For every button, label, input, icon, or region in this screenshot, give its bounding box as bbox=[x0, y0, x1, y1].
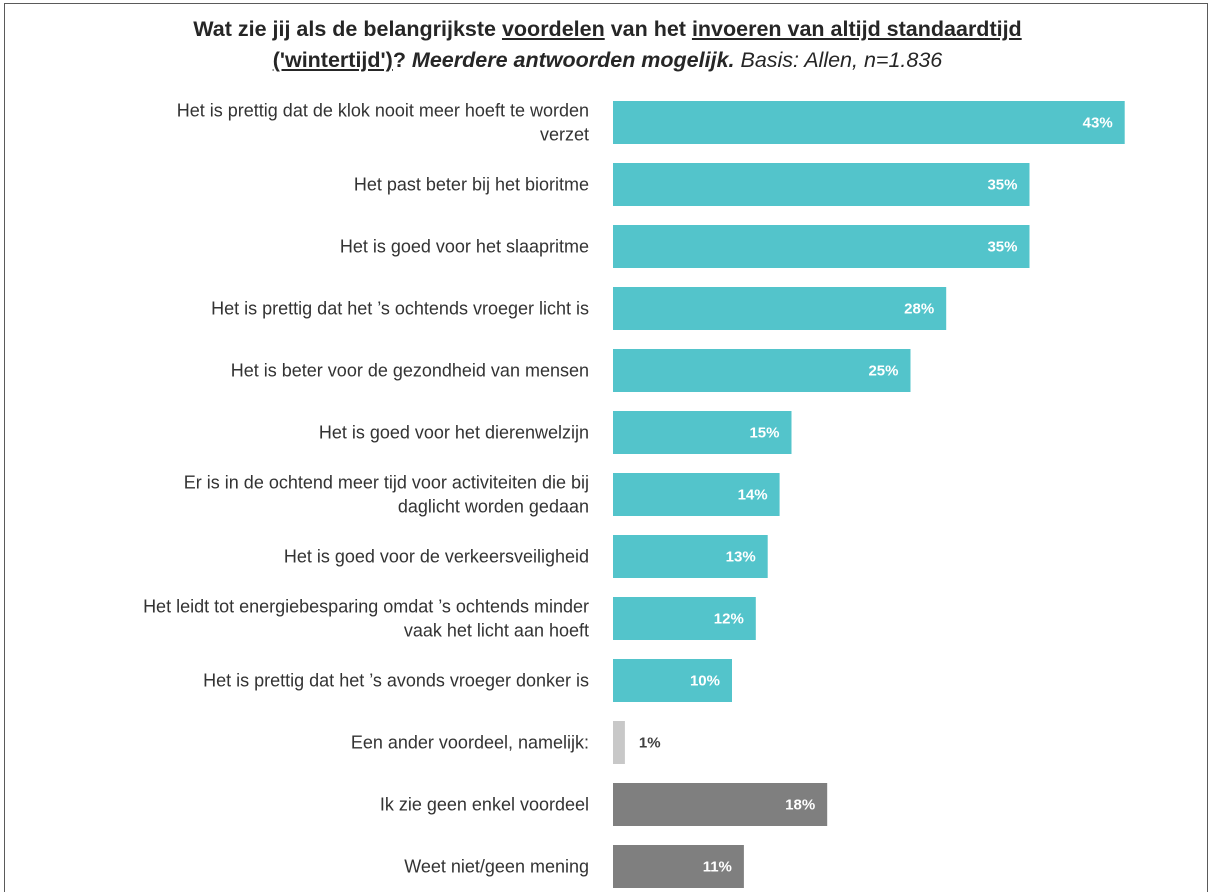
bar bbox=[613, 659, 732, 702]
data-label: 13% bbox=[726, 549, 756, 566]
category-label: Een ander voordeel, namelijk: bbox=[351, 733, 589, 753]
bar bbox=[613, 783, 828, 826]
data-label: 1% bbox=[639, 735, 661, 752]
title-underlined-text: ('wintertijd') bbox=[272, 48, 393, 72]
data-label: 28% bbox=[904, 301, 934, 318]
category-label: Het is prettig dat de klok nooit meer ho… bbox=[177, 101, 589, 145]
bar bbox=[613, 473, 780, 516]
category-label: Het past beter bij het bioritme bbox=[354, 175, 589, 195]
category-label: Het is goed voor het slaapritme bbox=[340, 237, 589, 257]
category-label: Het is prettig dat het ’s avonds vroeger… bbox=[203, 671, 589, 691]
category-label: Weet niet/geen mening bbox=[404, 857, 589, 877]
title-note: Meerdere antwoorden mogelijk. bbox=[411, 48, 735, 72]
bar bbox=[613, 287, 947, 330]
title-text: van het bbox=[604, 17, 692, 41]
data-label: 10% bbox=[690, 673, 720, 690]
category-label: Het is beter voor de gezondheid van mens… bbox=[231, 361, 589, 381]
data-label: 43% bbox=[1083, 115, 1113, 132]
title-text: ? bbox=[392, 48, 412, 72]
bar bbox=[613, 535, 768, 578]
category-label: Ik zie geen enkel voordeel bbox=[380, 795, 589, 815]
category-label: Het is goed voor het dierenwelzijn bbox=[319, 423, 589, 443]
title-basis: Basis: Allen, n=1.836 bbox=[734, 48, 943, 72]
bar bbox=[613, 721, 625, 764]
data-label: 35% bbox=[987, 177, 1017, 194]
data-label: 14% bbox=[738, 487, 768, 504]
data-label: 25% bbox=[868, 363, 898, 380]
bar bbox=[613, 101, 1125, 144]
bar bbox=[613, 163, 1030, 206]
bar bbox=[613, 597, 756, 640]
bar bbox=[613, 349, 911, 392]
data-label: 18% bbox=[785, 797, 815, 814]
chart-title: Wat zie jij als de belangrijkste voordel… bbox=[0, 14, 1215, 76]
title-line-2: ('wintertijd')? Meerdere antwoorden moge… bbox=[0, 45, 1215, 76]
data-label: 12% bbox=[714, 611, 744, 628]
bar bbox=[613, 411, 792, 454]
category-label: Het is prettig dat het ’s ochtends vroeg… bbox=[211, 299, 589, 319]
category-label: Er is in de ochtend meer tijd voor activ… bbox=[184, 473, 589, 517]
bar bbox=[613, 225, 1030, 268]
data-label: 11% bbox=[703, 859, 732, 876]
chart-frame bbox=[4, 3, 1208, 892]
title-underlined-text: voordelen bbox=[501, 17, 605, 41]
title-line-1: Wat zie jij als de belangrijkste voordel… bbox=[0, 14, 1215, 45]
title-underlined-text: invoeren van altijd standaardtijd bbox=[691, 17, 1022, 41]
title-text: Wat zie jij als de belangrijkste bbox=[193, 17, 502, 41]
category-label: Het leidt tot energiebesparing omdat ’s … bbox=[143, 597, 589, 641]
data-label: 15% bbox=[749, 425, 779, 442]
bar bbox=[613, 845, 744, 888]
data-label: 35% bbox=[987, 239, 1017, 256]
category-label: Het is goed voor de verkeersveiligheid bbox=[284, 547, 589, 567]
